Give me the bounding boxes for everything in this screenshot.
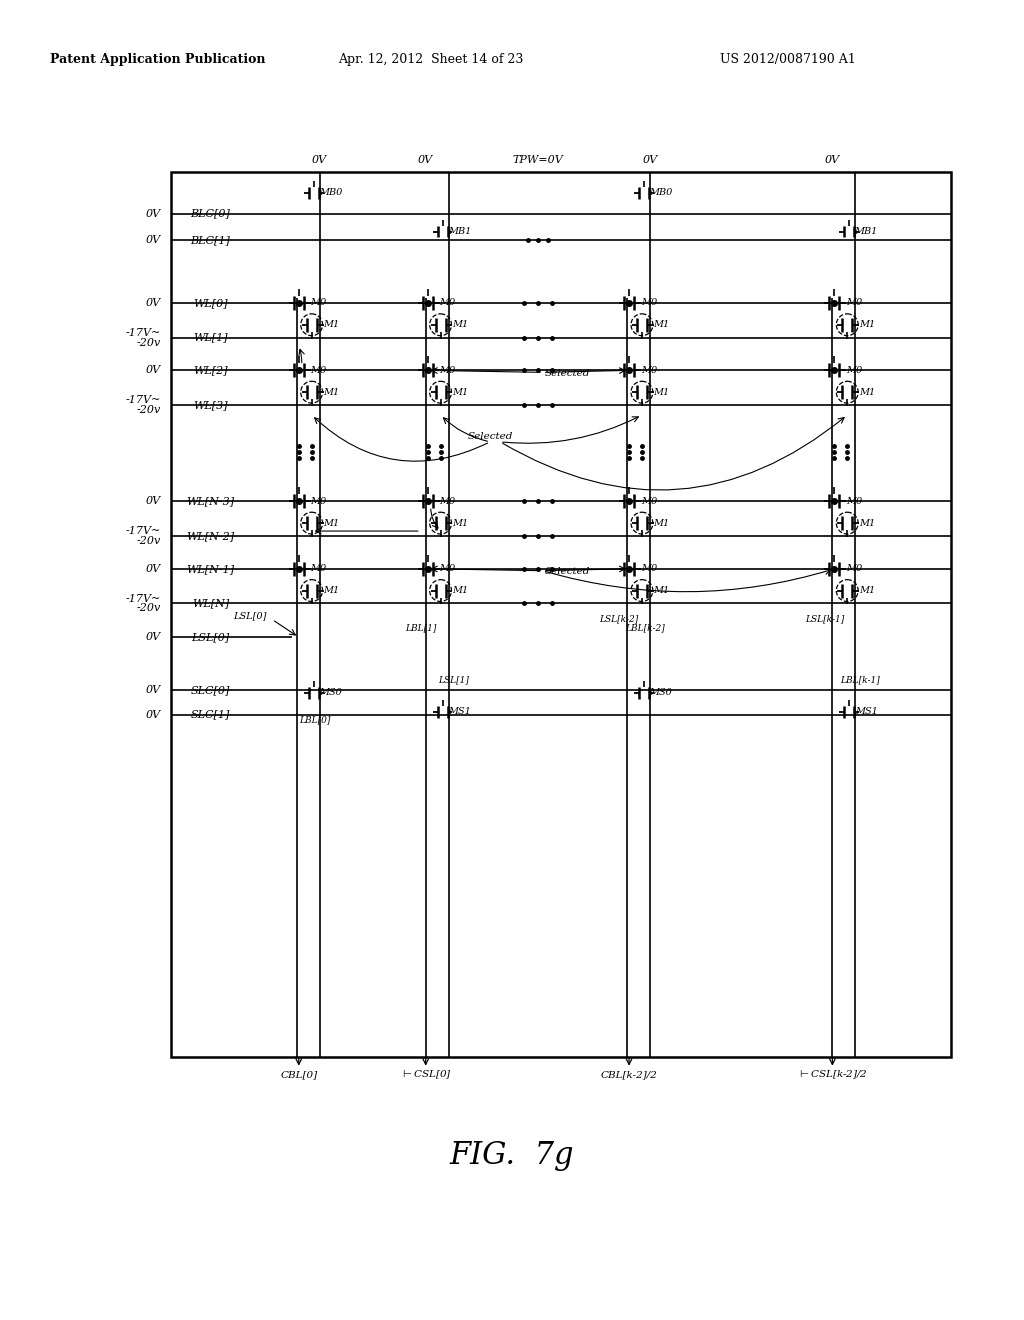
Text: CBL[0]: CBL[0] xyxy=(281,1071,317,1078)
Text: M1: M1 xyxy=(324,586,340,595)
Text: -20v: -20v xyxy=(136,536,161,546)
Text: -17V~: -17V~ xyxy=(126,327,161,338)
Text: WL[N-2]: WL[N-2] xyxy=(186,531,234,541)
Text: MS1: MS1 xyxy=(447,708,471,715)
Text: M0: M0 xyxy=(439,496,456,506)
Text: LBL[0]: LBL[0] xyxy=(299,715,331,723)
Text: 0V: 0V xyxy=(145,209,161,219)
Text: 0V: 0V xyxy=(312,156,327,165)
Text: 0V: 0V xyxy=(145,298,161,308)
Text: M0: M0 xyxy=(310,298,327,308)
Text: 0V: 0V xyxy=(824,156,840,165)
Text: M1: M1 xyxy=(324,321,340,329)
Text: M1: M1 xyxy=(453,519,469,528)
Text: 0V: 0V xyxy=(145,496,161,507)
Text: BLC[1]: BLC[1] xyxy=(190,235,230,246)
Text: LSL[k-2]: LSL[k-2] xyxy=(599,614,639,623)
Text: M1: M1 xyxy=(653,388,670,397)
Text: M0: M0 xyxy=(310,564,327,573)
Text: MB0: MB0 xyxy=(318,189,342,197)
Text: BLC[0]: BLC[0] xyxy=(190,209,230,219)
Text: MB0: MB0 xyxy=(649,189,673,197)
Text: TPW=0V: TPW=0V xyxy=(512,156,563,165)
Text: Patent Application Publication: Patent Application Publication xyxy=(50,53,265,66)
Text: M1: M1 xyxy=(453,388,469,397)
Text: MS0: MS0 xyxy=(319,688,342,697)
Text: 0V: 0V xyxy=(642,156,657,165)
Text: CBL[k-2]/2: CBL[k-2]/2 xyxy=(601,1071,657,1078)
Text: FIG.  7g: FIG. 7g xyxy=(450,1140,574,1171)
Text: -20v: -20v xyxy=(136,405,161,414)
Text: WL[3]: WL[3] xyxy=(194,400,227,411)
Text: MB1: MB1 xyxy=(447,227,471,236)
Text: M0: M0 xyxy=(846,564,862,573)
Text: 0V: 0V xyxy=(145,366,161,375)
Text: SLC[1]: SLC[1] xyxy=(190,710,230,719)
Text: LSL[k-1]: LSL[k-1] xyxy=(805,614,844,623)
Text: M0: M0 xyxy=(439,366,456,375)
Text: M0: M0 xyxy=(310,366,327,375)
Text: WL[2]: WL[2] xyxy=(194,366,227,375)
Text: M1: M1 xyxy=(859,586,876,595)
Text: M1: M1 xyxy=(859,519,876,528)
Text: M1: M1 xyxy=(653,519,670,528)
Text: M0: M0 xyxy=(846,496,862,506)
Text: 0V: 0V xyxy=(145,685,161,694)
Text: LSL[1]: LSL[1] xyxy=(438,676,469,684)
Text: M1: M1 xyxy=(324,519,340,528)
Bar xyxy=(171,172,951,1057)
Text: M1: M1 xyxy=(453,586,469,595)
Text: LBL[1]: LBL[1] xyxy=(406,624,436,632)
Text: WL[0]: WL[0] xyxy=(194,298,227,308)
Text: 0V: 0V xyxy=(145,632,161,643)
Text: LBL[k-2]: LBL[k-2] xyxy=(625,624,665,632)
Text: -17V~: -17V~ xyxy=(126,594,161,603)
Text: -17V~: -17V~ xyxy=(126,395,161,405)
Text: WL[1]: WL[1] xyxy=(194,333,227,343)
Text: M0: M0 xyxy=(846,366,862,375)
Text: LBL[k-1]: LBL[k-1] xyxy=(841,676,880,684)
Text: Selected: Selected xyxy=(468,433,513,441)
Text: WL[N]: WL[N] xyxy=(191,598,229,609)
Text: 0V: 0V xyxy=(418,156,433,165)
Text: 0V: 0V xyxy=(145,710,161,719)
Text: M0: M0 xyxy=(641,496,657,506)
Text: -20v: -20v xyxy=(136,603,161,614)
Text: -17V~: -17V~ xyxy=(126,527,161,536)
Text: 0V: 0V xyxy=(145,564,161,574)
Text: M0: M0 xyxy=(641,366,657,375)
Text: US 2012/0087190 A1: US 2012/0087190 A1 xyxy=(720,53,856,66)
Text: M0: M0 xyxy=(439,298,456,308)
Text: M0: M0 xyxy=(846,298,862,308)
Text: M1: M1 xyxy=(653,586,670,595)
Text: Apr. 12, 2012  Sheet 14 of 23: Apr. 12, 2012 Sheet 14 of 23 xyxy=(338,53,523,66)
Text: M1: M1 xyxy=(453,321,469,329)
Text: $\vdash$CSL[0]: $\vdash$CSL[0] xyxy=(399,1068,452,1081)
Text: WL[N-1]: WL[N-1] xyxy=(186,564,234,574)
Text: M0: M0 xyxy=(439,564,456,573)
Text: M1: M1 xyxy=(324,388,340,397)
Text: $\vdash$CSL[k-2]/2: $\vdash$CSL[k-2]/2 xyxy=(797,1068,868,1081)
Text: 0V: 0V xyxy=(145,235,161,246)
Text: M1: M1 xyxy=(859,388,876,397)
Text: MS0: MS0 xyxy=(649,688,672,697)
Text: M0: M0 xyxy=(641,564,657,573)
Text: LSL[0]: LSL[0] xyxy=(233,611,267,620)
Text: M0: M0 xyxy=(641,298,657,308)
Text: WL[N-3]: WL[N-3] xyxy=(186,496,234,507)
Text: -20v: -20v xyxy=(136,338,161,347)
Text: Selected: Selected xyxy=(545,368,590,378)
Text: M1: M1 xyxy=(859,321,876,329)
Text: M0: M0 xyxy=(310,496,327,506)
Text: Selected: Selected xyxy=(545,568,590,577)
Text: M1: M1 xyxy=(653,321,670,329)
Text: MS1: MS1 xyxy=(855,708,878,715)
Text: LSL[0]: LSL[0] xyxy=(191,632,229,643)
Text: MB1: MB1 xyxy=(854,227,878,236)
Text: SLC[0]: SLC[0] xyxy=(190,685,230,694)
